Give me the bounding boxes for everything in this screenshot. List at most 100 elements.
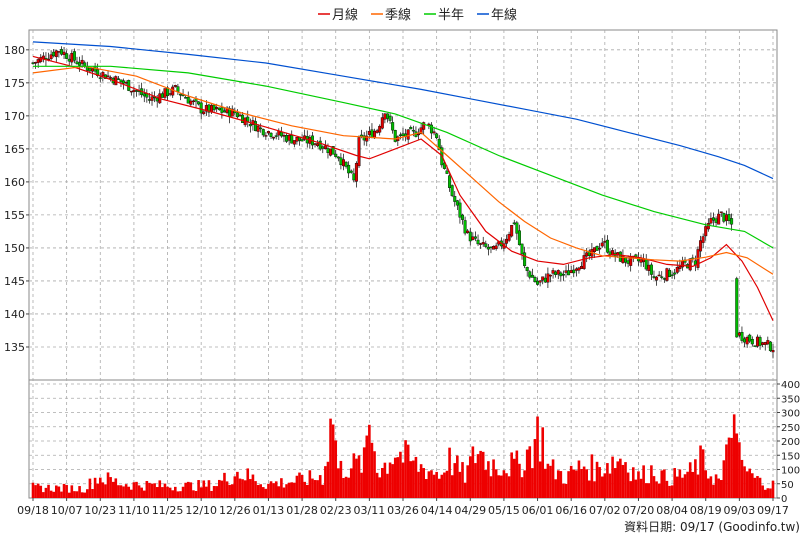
volume-bar xyxy=(479,450,482,498)
candle-body xyxy=(486,246,490,250)
volume-bar xyxy=(155,487,159,498)
candle-body xyxy=(432,131,436,134)
candle-body xyxy=(461,214,465,220)
date-tick-label: 03/11 xyxy=(354,504,386,517)
ma-line-2 xyxy=(33,65,774,249)
volume-bar xyxy=(73,491,76,498)
volume-bar xyxy=(450,475,454,498)
volume-bar xyxy=(272,483,275,498)
candle-body xyxy=(287,134,291,141)
candle-body xyxy=(468,231,472,242)
volume-bar xyxy=(536,416,539,498)
volume-bar xyxy=(300,474,304,498)
candle-body xyxy=(101,72,105,77)
candle-body xyxy=(235,112,239,118)
candle-body xyxy=(147,99,151,101)
volume-bar xyxy=(585,469,589,498)
volume-bar xyxy=(404,440,407,498)
candle-body xyxy=(59,49,63,55)
candle-body xyxy=(450,185,454,197)
legend-label: 半年 xyxy=(438,8,464,23)
volume-bar xyxy=(137,485,141,498)
candle-body xyxy=(662,278,666,280)
date-tick-label: 09/18 xyxy=(17,504,49,517)
volume-bar xyxy=(127,486,131,498)
candle-body xyxy=(655,276,659,281)
volume-bar xyxy=(44,487,48,498)
candle-body xyxy=(554,271,558,275)
volume-bar xyxy=(124,484,128,498)
candle-body xyxy=(329,148,333,156)
volume-bar xyxy=(365,435,369,498)
candle-body xyxy=(512,222,516,225)
volume-bar xyxy=(468,456,472,498)
candle-body xyxy=(142,93,146,97)
candle-body xyxy=(489,246,493,249)
candle-body xyxy=(422,122,426,130)
candle-body xyxy=(202,111,206,115)
candle-body xyxy=(546,273,550,283)
candle-body xyxy=(88,67,92,72)
candle-body xyxy=(520,243,524,255)
volume-bar xyxy=(714,474,718,498)
candle-body xyxy=(65,53,69,59)
volume-bar xyxy=(474,463,477,498)
candle-body xyxy=(52,51,56,57)
candle-body xyxy=(344,161,348,167)
volume-bar xyxy=(443,472,446,498)
candle-body xyxy=(153,96,157,99)
date-tick-label: 07/20 xyxy=(623,504,655,517)
candle-body xyxy=(409,127,413,130)
candle-body xyxy=(393,130,397,142)
candle-body xyxy=(67,58,71,62)
volume-bar xyxy=(295,475,299,498)
volume-bar xyxy=(54,485,58,498)
volume-bar xyxy=(650,465,653,498)
candle-body xyxy=(290,135,294,144)
candle-body xyxy=(217,107,221,111)
volume-bar xyxy=(691,471,695,498)
volume-bar xyxy=(417,471,420,498)
candle-body xyxy=(91,68,95,72)
volume-bar xyxy=(769,488,772,498)
volume-bar xyxy=(525,449,529,498)
volume-bar xyxy=(233,476,237,498)
volume-bar xyxy=(249,479,252,498)
volume-bar xyxy=(142,490,146,498)
volume-bar xyxy=(355,458,358,498)
volume-bar xyxy=(241,479,244,498)
volume-bar xyxy=(430,470,433,498)
candle-body xyxy=(124,81,128,84)
candle-body xyxy=(647,264,651,271)
candle-body xyxy=(437,138,441,151)
candle-body xyxy=(595,245,599,251)
volume-bar xyxy=(264,488,268,498)
volume-bar xyxy=(62,483,66,498)
volume-bar xyxy=(215,486,219,498)
volume-bar xyxy=(254,481,257,498)
candle-body xyxy=(538,280,542,283)
volume-axis: 0 50 100 150 200 250 300 350 400 xyxy=(777,380,800,505)
candle-body xyxy=(730,218,734,225)
candle-body xyxy=(668,269,672,277)
candle-body xyxy=(191,100,195,103)
volume-bar xyxy=(161,487,164,498)
volume-bar xyxy=(497,475,501,498)
candle-body xyxy=(347,164,351,174)
volume-tick-label: 200 xyxy=(781,437,800,448)
candle-body xyxy=(719,211,723,213)
volume-bar xyxy=(388,462,392,498)
volume-bar xyxy=(282,487,286,498)
candle-body xyxy=(481,242,485,245)
volume-bar xyxy=(463,482,467,498)
candle-body xyxy=(316,143,320,146)
volume-bar xyxy=(440,474,444,498)
candle-body xyxy=(673,272,677,275)
volume-bar xyxy=(243,480,247,498)
volume-bar xyxy=(647,483,651,498)
volume-bar xyxy=(396,457,400,498)
candle-body xyxy=(706,223,710,230)
volume-bar xyxy=(600,476,604,498)
volume-tick-label: 250 xyxy=(781,423,800,434)
volume-bar xyxy=(655,481,658,498)
